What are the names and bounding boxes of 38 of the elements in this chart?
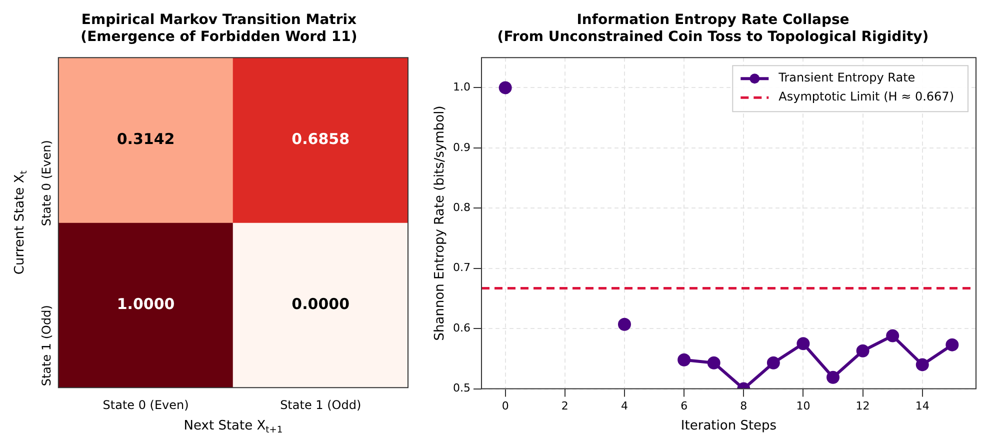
data-label: 0.3142 bbox=[116, 130, 175, 148]
y-axis-title: Shannon Entropy Rate (bits/symbol) bbox=[432, 106, 448, 341]
y-tick-label: 0.9 bbox=[452, 140, 470, 154]
x-tick-label: 6 bbox=[680, 399, 688, 412]
y-tick-label: 0.6 bbox=[452, 321, 470, 334]
data-label: 1.0000 bbox=[116, 294, 175, 313]
point bbox=[618, 318, 631, 331]
x-tick-label: State 0 (Even) bbox=[102, 398, 189, 412]
y-tick-label: 0.7 bbox=[452, 261, 470, 274]
x-tick-label: 12 bbox=[856, 399, 870, 412]
point bbox=[796, 337, 810, 350]
x-tick-label: 14 bbox=[915, 399, 930, 412]
x-tick-label: 2 bbox=[561, 399, 568, 412]
y-axis-title: Current State Xt bbox=[12, 170, 30, 275]
x-axis-title: Iteration Steps bbox=[680, 418, 777, 434]
point bbox=[766, 356, 780, 370]
point bbox=[856, 344, 870, 358]
y-tick-label: 1.0 bbox=[452, 80, 470, 94]
x-tick-label: 10 bbox=[796, 399, 810, 412]
legend-label: Transient Entropy Rate bbox=[778, 70, 916, 85]
x-tick-label: 0 bbox=[502, 399, 509, 412]
point bbox=[886, 329, 900, 342]
point bbox=[946, 338, 959, 352]
y-tick-label: 0.8 bbox=[452, 201, 470, 214]
chart-title: Information Entropy Rate Collapse (From Unconstrained Coin Toss to Topological Rigidity) bbox=[497, 12, 929, 45]
x-tick-label: State 1 (Odd) bbox=[280, 398, 362, 412]
point bbox=[826, 370, 840, 384]
x-tick-label: 8 bbox=[740, 399, 748, 412]
point bbox=[678, 353, 691, 366]
point bbox=[707, 356, 720, 370]
x-tick-label: 4 bbox=[620, 399, 628, 412]
legend-label: Asymptotic Limit (H ≈ 0.667) bbox=[778, 90, 954, 104]
chart-title: Empirical Markov Transition Matrix (Emergence of Forbidden Word 11) bbox=[80, 12, 358, 45]
point bbox=[498, 81, 512, 94]
y-tick-label: 0.5 bbox=[452, 382, 470, 395]
point bbox=[916, 358, 929, 372]
data-label: 0.6858 bbox=[292, 130, 350, 148]
data-label: 0.0000 bbox=[292, 294, 350, 313]
